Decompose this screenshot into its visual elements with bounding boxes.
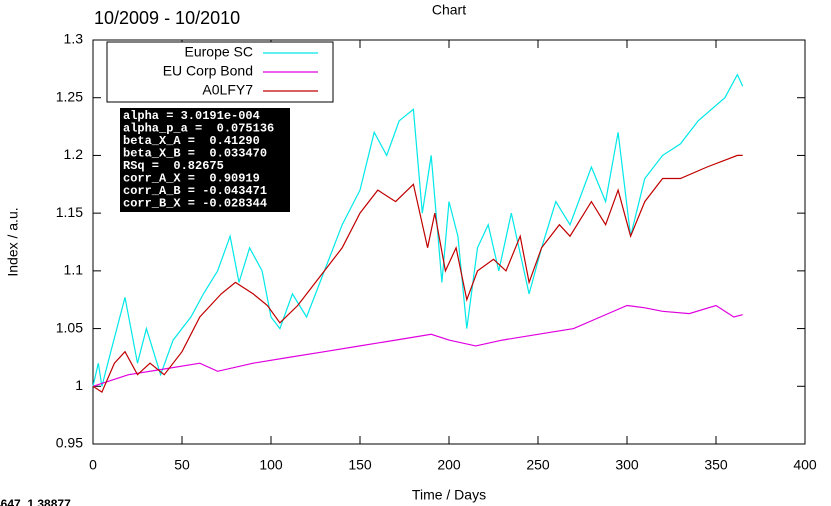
series-line [92, 154, 743, 393]
x-tick-label: 50 [174, 457, 190, 473]
y-tick-label: 1.15 [56, 204, 83, 220]
annotation-line: corr_B_X = -0.028344 [123, 197, 267, 211]
x-tick-label: 200 [437, 457, 461, 473]
annotation-line: corr_A_B = -0.043471 [123, 184, 267, 198]
y-tick-label: 1.2 [64, 146, 84, 162]
legend-label: EU Corp Bond [163, 63, 253, 79]
y-axis-label: Index / a.u. [5, 207, 21, 276]
annotation-line: alpha_p_a = 0.075136 [123, 122, 274, 136]
annotation-line: alpha = 3.0191e-004 [123, 109, 260, 123]
y-tick-label: 1.25 [56, 88, 83, 104]
y-tick-label: 1.05 [56, 319, 83, 335]
annotation-line: corr_A_X = 0.90919 [123, 172, 260, 186]
x-axis-label: Time / Days [412, 487, 486, 503]
y-tick-label: 1.3 [64, 31, 84, 47]
annotation-box [120, 108, 290, 212]
annotation-line: beta_X_A = 0.41290 [123, 134, 260, 148]
x-tick-label: 250 [526, 457, 550, 473]
legend-label: A0LFY7 [202, 82, 253, 98]
y-tick-label: 1.1 [64, 262, 84, 278]
x-tick-label: 300 [615, 457, 639, 473]
legend-label: Europe SC [185, 44, 253, 60]
series-line [92, 304, 743, 387]
annotation-line: beta_X_B = 0.033470 [123, 147, 267, 161]
y-tick-label: 1 [75, 377, 83, 393]
x-tick-label: 400 [793, 457, 817, 473]
annotation-line: RSq = 0.82675 [123, 159, 224, 173]
y-tick-label: 0.95 [56, 435, 83, 451]
cursor-readout: 4647, 1.38877 [0, 497, 71, 506]
x-tick-label: 100 [259, 457, 283, 473]
series-line [92, 73, 744, 387]
x-tick-label: 0 [89, 457, 97, 473]
x-tick-label: 150 [348, 457, 372, 473]
chart-title: Chart [432, 2, 466, 18]
x-tick-label: 350 [704, 457, 728, 473]
chart-subtitle: 10/2009 - 10/2010 [94, 8, 240, 28]
